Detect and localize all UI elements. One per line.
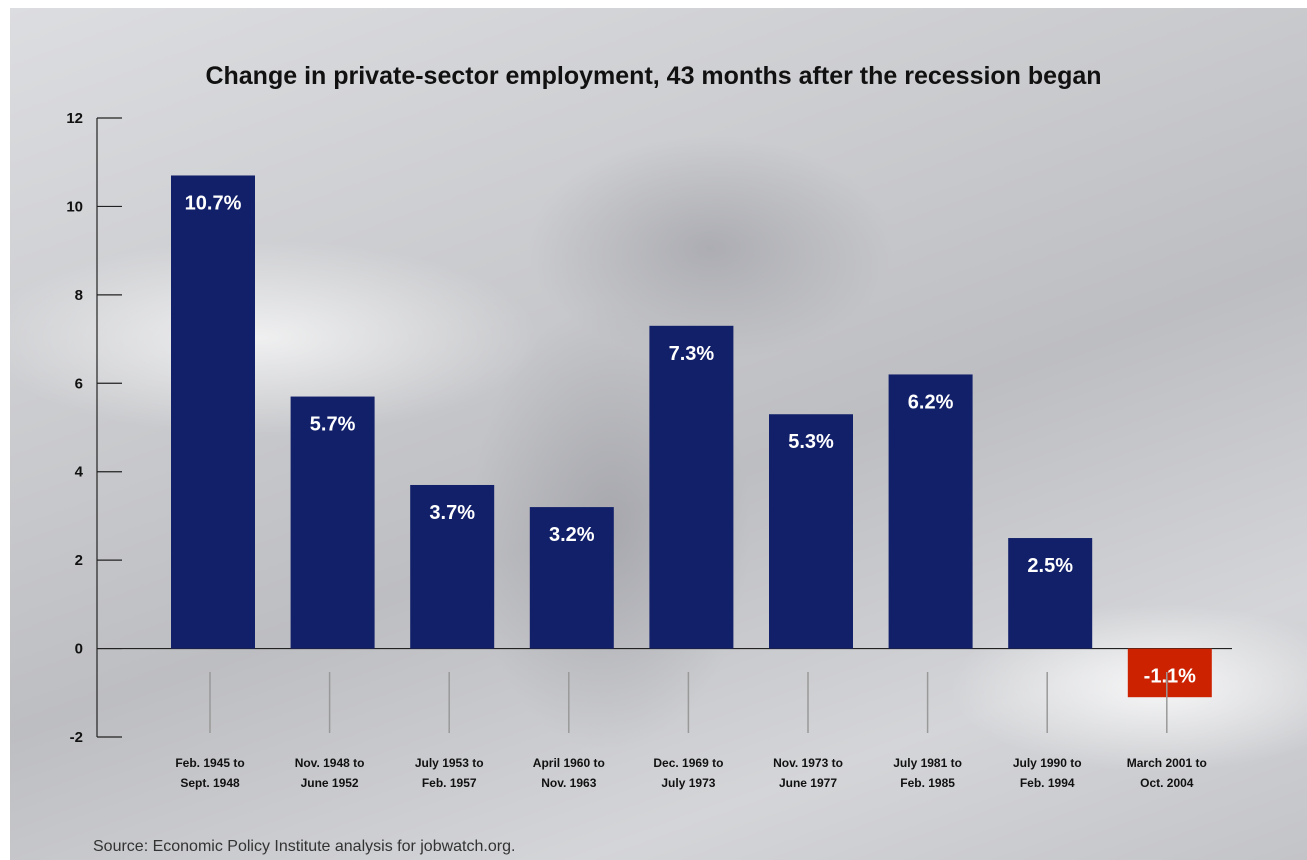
bar — [769, 414, 853, 649]
bar — [1127, 648, 1212, 698]
y-tick-label: 6 — [75, 375, 83, 392]
y-tick-label: 12 — [66, 110, 83, 127]
x-category-label: Oct. 2004 — [1140, 776, 1194, 790]
x-category-label: July 1981 to — [893, 756, 962, 770]
x-category-label: Feb. 1945 to — [175, 756, 244, 770]
bar — [529, 507, 614, 649]
bar-value-label: 3.2% — [549, 524, 595, 546]
x-category-label: March 2001 to — [1127, 756, 1207, 770]
x-category-label: Nov. 1948 to — [295, 756, 365, 770]
y-tick-label: 2 — [75, 552, 83, 569]
bar — [1008, 538, 1093, 649]
x-category-label: Nov. 1973 to — [773, 756, 843, 770]
bar — [649, 325, 734, 649]
x-category-label: Sept. 1948 — [180, 776, 240, 790]
x-category-label: Feb. 1957 — [422, 776, 477, 790]
bar-value-label: 6.2% — [908, 391, 954, 413]
bar-value-label: 5.3% — [788, 431, 834, 453]
x-category-label: July 1953 to — [415, 756, 484, 770]
bars: 10.7% 5.7% 3.7% 3.2% 7.3% 5.3% 6.2% 2.5% -1.1% — [171, 175, 1212, 698]
y-tick-label: -2 — [70, 729, 83, 746]
x-category-label: July 1973 — [661, 776, 715, 790]
x-category-label: Nov. 1963 — [541, 776, 596, 790]
bar-value-label: 3.7% — [429, 502, 475, 524]
y-tick-label: 8 — [75, 287, 83, 304]
bar — [888, 374, 973, 649]
x-category-label: June 1977 — [779, 776, 837, 790]
x-axis-labels: Feb. 1945 to Sept. 1948 Nov. 1948 to June 1… — [175, 672, 1207, 790]
x-category-label: July 1990 to — [1013, 756, 1082, 770]
bar — [410, 484, 495, 649]
source-note: Source: Economic Policy Institute analys… — [93, 838, 516, 855]
bar-value-label: 5.7% — [310, 414, 356, 436]
chart-title: Change in private-sector employment, 43 … — [205, 62, 1102, 90]
bar-value-label: 2.5% — [1027, 555, 1073, 577]
bar — [290, 396, 375, 649]
bar-value-label: 10.7% — [185, 192, 242, 214]
bar-value-label: 7.3% — [669, 343, 715, 365]
y-tick-label: 10 — [66, 198, 83, 215]
y-tick-label: 0 — [75, 641, 83, 658]
x-category-label: Feb. 1994 — [1020, 776, 1075, 790]
bar — [171, 175, 255, 649]
x-category-label: Dec. 1969 to — [653, 756, 723, 770]
bar-value-label: -1.1% — [1144, 666, 1196, 688]
x-category-label: Feb. 1985 — [900, 776, 955, 790]
y-axis: 12 10 8 6 4 2 0 -2 — [66, 110, 1232, 746]
x-category-label: April 1960 to — [533, 756, 605, 770]
x-category-label: June 1952 — [301, 776, 359, 790]
y-tick-label: 4 — [75, 464, 84, 481]
